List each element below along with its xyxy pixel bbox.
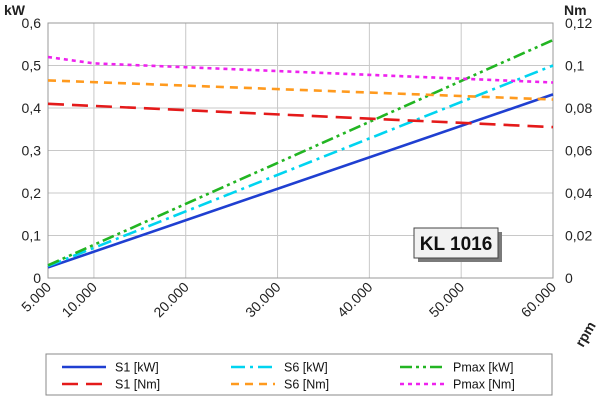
legend-label: S1 [Nm] <box>115 378 160 392</box>
y-left-tick-label: 0 <box>33 270 41 286</box>
legend-box <box>45 353 553 396</box>
legend-label: S1 [kW] <box>115 361 159 375</box>
model-badge-text: KL 1016 <box>420 234 493 255</box>
y-right-tick-label: 0,1 <box>565 58 585 74</box>
series-lines <box>47 38 554 269</box>
y-left-tick-label: 0,4 <box>22 100 42 116</box>
series-line <box>47 64 554 268</box>
series-line <box>47 102 554 129</box>
y-right-tick-label: 0,08 <box>565 100 592 116</box>
x-tick-label: 20.000 <box>150 279 192 321</box>
y-left-tick-label: 0,5 <box>22 58 42 74</box>
axes: 0 0,1 0,2 0,3 0,4 0,5 0,6 0 0,02 0,04 0,06 0,08 0,1 0… <box>18 15 592 320</box>
legend-label: Pmax [Nm] <box>453 378 515 392</box>
x-tick-label: 30.000 <box>242 279 284 321</box>
series-line <box>47 55 554 84</box>
y-right-tick-label: 0 <box>565 270 573 286</box>
y-right-unit-label: Nm <box>564 2 587 18</box>
x-tick-label: 50.000 <box>426 279 468 321</box>
legend-label: S6 [kW] <box>284 361 328 375</box>
series-line <box>47 38 554 267</box>
y-left-tick-label: 0,6 <box>22 15 42 31</box>
x-tick-label: 60.000 <box>518 279 560 321</box>
y-left-unit-label: kW <box>4 2 26 18</box>
y-left-tick-label: 0,1 <box>22 228 42 244</box>
legend: S1 [kW] S6 [kW] Pmax [kW] S1 [Nm] S6 [Nm] Pma… <box>45 353 553 396</box>
model-badge-box <box>413 227 499 259</box>
y-left-tick-label: 0,3 <box>22 143 42 159</box>
plot-frame <box>47 22 554 279</box>
y-right-tick-label: 0,12 <box>565 15 592 31</box>
y-right-tick-label: 0,06 <box>565 143 592 159</box>
x-tick-label: 10.000 <box>58 279 100 321</box>
model-badge: KL 1016 <box>413 227 502 262</box>
y-right-tick-label: 0,02 <box>565 228 592 244</box>
legend-label: Pmax [kW] <box>453 361 513 375</box>
x-tick-label: 5.000 <box>18 279 54 315</box>
x-tick-label: 40.000 <box>334 279 376 321</box>
x-axis-label: rpm <box>572 319 599 350</box>
series-line <box>47 79 554 101</box>
y-right-tick-label: 0,04 <box>565 185 592 201</box>
y-left-tick-label: 0,2 <box>22 185 42 201</box>
legend-label: S6 [Nm] <box>284 378 329 392</box>
